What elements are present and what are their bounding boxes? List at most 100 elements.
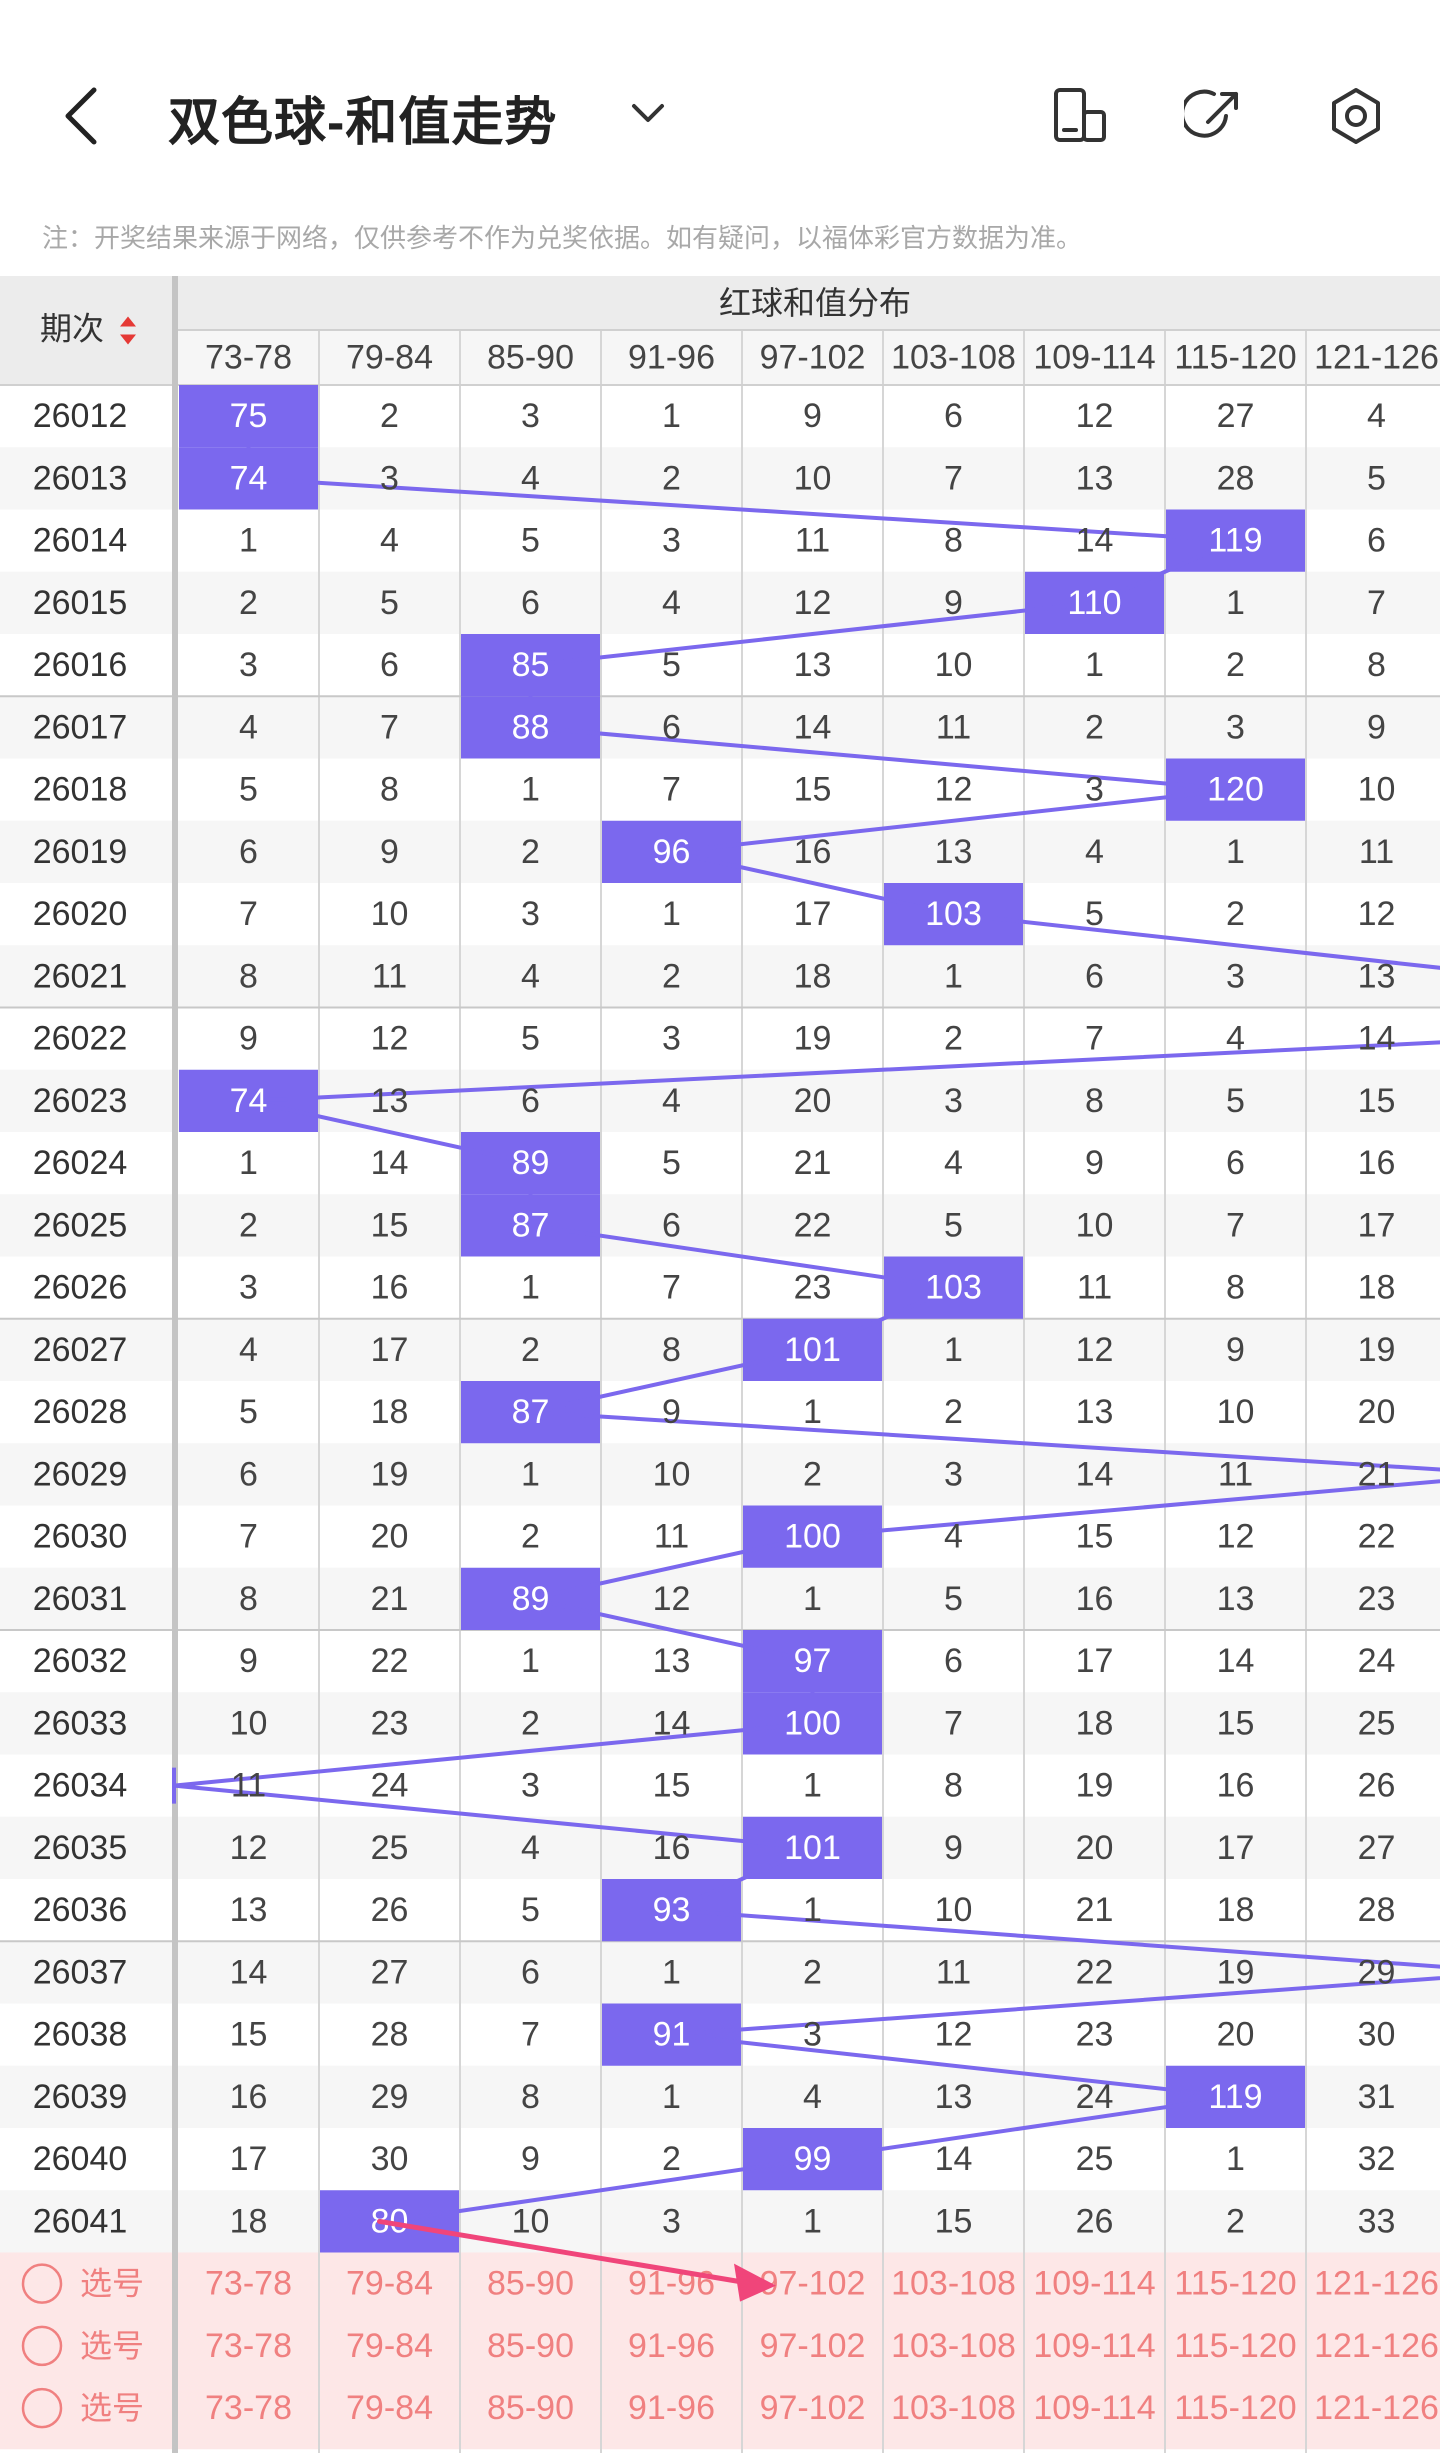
select-option[interactable]: 103-108 bbox=[891, 2389, 1016, 2427]
omission-value: 3 bbox=[380, 459, 399, 497]
omission-value: 14 bbox=[935, 2140, 973, 2178]
omission-value: 1 bbox=[1226, 584, 1245, 622]
select-option[interactable]: 109-114 bbox=[1033, 2327, 1155, 2365]
omission-value: 10 bbox=[1358, 771, 1396, 809]
group-header: 红球和值分布 bbox=[719, 285, 911, 321]
select-area bbox=[0, 2252, 1440, 2450]
trend-table: 期次 红球和值分布 73-78 79-84 85-90 91-96 97-102 103-10… bbox=[0, 276, 1440, 2453]
period-cell: 26023 bbox=[33, 1082, 128, 1120]
column-header-79-84: 79-84 bbox=[346, 339, 433, 377]
select-option[interactable]: 109-114 bbox=[1033, 2389, 1155, 2427]
omission-value: 5 bbox=[521, 522, 540, 560]
select-option[interactable]: 79-84 bbox=[346, 2327, 433, 2365]
select-option[interactable]: 121-126 bbox=[1314, 2389, 1439, 2427]
select-option[interactable]: 97-102 bbox=[760, 2389, 866, 2427]
column-header-103-108: 103-108 bbox=[891, 339, 1016, 377]
select-option[interactable]: 73-78 bbox=[205, 2327, 292, 2365]
omission-value: 1 bbox=[1226, 2140, 1245, 2178]
select-option[interactable]: 91-96 bbox=[628, 2327, 715, 2365]
omission-value: 18 bbox=[1217, 1891, 1255, 1929]
column-header-73-78: 73-78 bbox=[205, 339, 292, 377]
select-option[interactable]: 121-126 bbox=[1314, 2265, 1439, 2303]
omission-value: 10 bbox=[794, 459, 832, 497]
hit-value: 120 bbox=[1207, 771, 1264, 809]
omission-value: 2 bbox=[662, 2140, 681, 2178]
period-cell: 26026 bbox=[33, 1269, 128, 1307]
omission-value: 12 bbox=[653, 1580, 691, 1618]
omission-value: 11 bbox=[1077, 1269, 1112, 1307]
omission-value: 12 bbox=[1358, 895, 1396, 933]
select-option[interactable]: 115-120 bbox=[1174, 2265, 1296, 2303]
period-cell: 26032 bbox=[33, 1642, 128, 1680]
select-label[interactable]: 选号 bbox=[80, 2390, 144, 2426]
omission-value: 2 bbox=[239, 1206, 258, 1244]
table-row bbox=[0, 2128, 1440, 2191]
omission-value: 19 bbox=[1076, 1767, 1114, 1805]
omission-value: 4 bbox=[1085, 833, 1104, 871]
omission-value: 11 bbox=[936, 1953, 971, 1991]
omission-value: 4 bbox=[944, 1518, 963, 1556]
omission-value: 8 bbox=[1085, 1082, 1104, 1120]
omission-value: 10 bbox=[512, 2202, 550, 2240]
select-option[interactable]: 79-84 bbox=[346, 2265, 433, 2303]
select-label[interactable]: 选号 bbox=[80, 2328, 144, 2364]
table-row bbox=[0, 1567, 1440, 1630]
chevron-left-icon[interactable] bbox=[58, 84, 108, 148]
table-row bbox=[0, 1941, 1440, 2004]
select-option[interactable]: 103-108 bbox=[891, 2327, 1016, 2365]
omission-value: 3 bbox=[662, 522, 681, 560]
omission-value: 4 bbox=[239, 708, 258, 746]
select-option[interactable]: 103-108 bbox=[891, 2265, 1016, 2303]
settings-icon[interactable] bbox=[1326, 86, 1386, 146]
omission-value: 14 bbox=[1217, 1642, 1255, 1680]
select-option[interactable]: 73-78 bbox=[205, 2265, 292, 2303]
select-option[interactable]: 121-126 bbox=[1314, 2327, 1439, 2365]
select-option[interactable]: 85-90 bbox=[487, 2327, 574, 2365]
select-radio-icon[interactable] bbox=[21, 2325, 63, 2367]
period-header[interactable]: 期次 bbox=[40, 311, 104, 347]
select-radio-icon[interactable] bbox=[21, 2263, 63, 2304]
omission-value: 14 bbox=[230, 1953, 268, 1991]
select-option[interactable]: 115-120 bbox=[1174, 2327, 1296, 2365]
sort-up-icon[interactable] bbox=[120, 316, 136, 327]
select-option[interactable]: 115-120 bbox=[1174, 2389, 1296, 2427]
omission-value: 11 bbox=[936, 708, 971, 746]
select-option[interactable]: 79-84 bbox=[346, 2389, 433, 2427]
omission-value: 8 bbox=[1367, 646, 1386, 684]
omission-value: 1 bbox=[803, 1767, 822, 1805]
period-cell: 26017 bbox=[33, 708, 128, 746]
omission-value: 13 bbox=[1076, 459, 1114, 497]
omission-value: 15 bbox=[1076, 1518, 1114, 1556]
omission-value: 10 bbox=[230, 1704, 268, 1742]
chevron-down-icon[interactable] bbox=[628, 98, 668, 128]
layout-toggle-icon[interactable] bbox=[1050, 86, 1110, 146]
select-label[interactable]: 选号 bbox=[80, 2266, 144, 2302]
omission-value: 12 bbox=[935, 771, 973, 809]
omission-value: 18 bbox=[1076, 1704, 1114, 1742]
omission-value: 14 bbox=[1358, 1020, 1396, 1058]
omission-value: 22 bbox=[371, 1642, 409, 1680]
omission-value: 21 bbox=[371, 1580, 409, 1618]
omission-value: 12 bbox=[1076, 397, 1114, 435]
select-option[interactable]: 109-114 bbox=[1033, 2265, 1155, 2303]
omission-value: 26 bbox=[371, 1891, 409, 1929]
share-icon[interactable] bbox=[1184, 86, 1244, 146]
omission-value: 5 bbox=[662, 1144, 681, 1182]
select-option[interactable]: 85-90 bbox=[487, 2389, 574, 2427]
omission-value: 12 bbox=[230, 1829, 268, 1867]
select-option[interactable]: 73-78 bbox=[205, 2389, 292, 2427]
omission-value: 7 bbox=[239, 1518, 258, 1556]
select-option[interactable]: 97-102 bbox=[760, 2327, 866, 2365]
hit-value: 74 bbox=[230, 1082, 268, 1120]
omission-value: 9 bbox=[521, 2140, 540, 2178]
select-option[interactable]: 97-102 bbox=[760, 2265, 866, 2303]
sort-down-icon[interactable] bbox=[120, 334, 136, 345]
select-option[interactable]: 91-96 bbox=[628, 2389, 715, 2427]
select-radio-icon[interactable] bbox=[21, 2387, 63, 2429]
select-option[interactable]: 85-90 bbox=[487, 2265, 574, 2303]
omission-value: 16 bbox=[653, 1829, 691, 1867]
omission-value: 11 bbox=[795, 522, 830, 560]
period-cell: 26028 bbox=[33, 1393, 128, 1431]
omission-value: 13 bbox=[1076, 1393, 1114, 1431]
omission-value: 1 bbox=[1226, 833, 1245, 871]
